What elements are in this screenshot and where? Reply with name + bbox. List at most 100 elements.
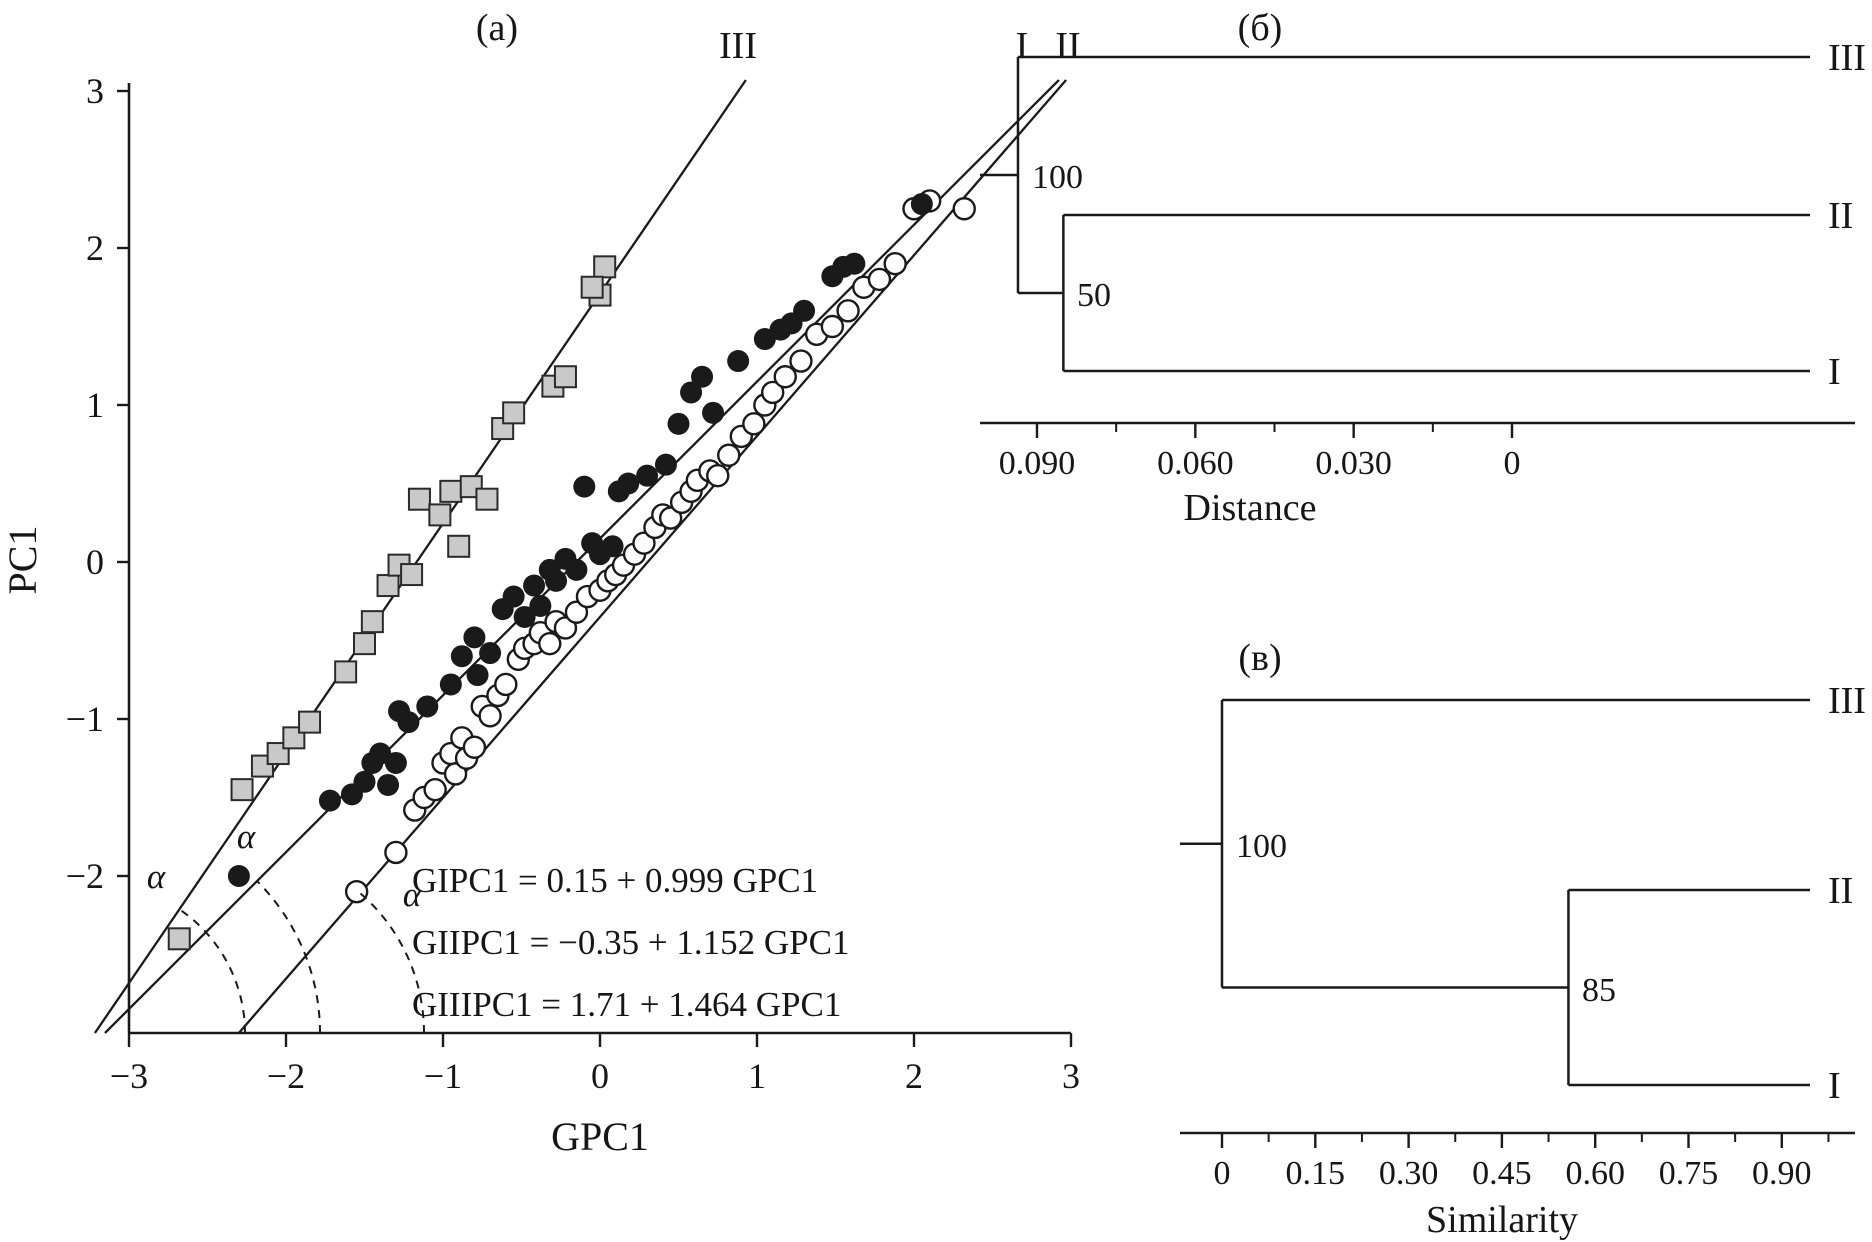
y-axis-tick-label: −1	[66, 699, 104, 739]
x-axis-tick-label: −2	[267, 1056, 305, 1096]
scatter-point-filled-circle	[702, 401, 725, 424]
scatter-point-filled-circle	[617, 472, 640, 495]
scatter-point-filled-circle	[416, 695, 439, 718]
scatter-point-open-circle	[836, 299, 860, 323]
panel-c-leaf-label-III: III	[1828, 680, 1866, 722]
scatter-point-filled-circle	[667, 412, 690, 435]
y-axis-tick-label: 1	[86, 385, 104, 425]
dendro-axis-tick-label: 0.75	[1659, 1155, 1719, 1192]
scatter-point-open-circle	[538, 631, 562, 656]
x-axis-tick-label: 3	[1062, 1056, 1080, 1096]
alpha-angle-label-1: α	[147, 857, 166, 896]
scatter-point-filled-circle	[450, 645, 473, 668]
scatter-point-filled-circle	[545, 569, 568, 592]
scatter-point-filled-circle	[680, 381, 703, 404]
equation-line-II: GIIPC1 = −0.35 + 1.152 GPC1	[412, 923, 849, 962]
line-label-I: I	[1016, 25, 1029, 67]
panel-c-node-label-85: 85	[1582, 972, 1616, 1009]
scatter-point-filled-circle	[654, 453, 677, 476]
scatter-point-open-circle	[952, 197, 976, 221]
dendro-axis-tick-label: 0.45	[1472, 1155, 1532, 1192]
scatter-point-open-circle	[789, 349, 813, 373]
panel-a-y-axis-label: PC1	[0, 526, 45, 595]
x-axis-tick-label: 1	[748, 1056, 766, 1096]
line-label-III: III	[719, 25, 757, 67]
scatter-point-filled-circle	[353, 770, 376, 793]
panel-c-leaf-label-I: I	[1828, 1065, 1841, 1107]
scatter-point-open-circle	[564, 600, 589, 624]
panel-b-node-label-100: 100	[1032, 159, 1083, 196]
angle-arc-line-III	[178, 908, 246, 1034]
scatter-point-filled-circle	[636, 464, 659, 487]
dendro-axis-tick-label: 0.30	[1379, 1155, 1439, 1192]
scatter-point-square	[502, 401, 526, 425]
panel-c-node-label-100: 100	[1236, 828, 1287, 865]
scatter-point-open-circle	[443, 762, 468, 786]
scatter-point-filled-circle	[565, 558, 588, 581]
scatter-point-square	[553, 365, 577, 389]
dendro-axis-tick-label: 0.15	[1286, 1155, 1346, 1192]
scatter-point-filled-circle	[529, 594, 552, 617]
scatter-point-square	[439, 479, 463, 503]
x-axis-tick-label: −3	[110, 1056, 148, 1096]
scatter-point-filled-circle	[910, 193, 933, 216]
panel-b-leaf-label-II: II	[1828, 195, 1853, 237]
scatter-point-filled-circle	[397, 711, 420, 734]
dendro-axis-tick-label: 0	[1214, 1155, 1231, 1192]
scatter-point-square	[447, 534, 471, 558]
scatter-point-square	[230, 778, 254, 802]
angle-arc-line-II	[359, 892, 425, 1034]
scatter-point-open-circle	[717, 443, 741, 467]
scatter-point-open-circle	[706, 463, 730, 488]
scatter-point-filled-circle	[523, 574, 546, 597]
scatter-point-filled-circle	[439, 673, 462, 696]
scatter-point-square	[593, 255, 617, 279]
scatter-point-open-circle	[761, 380, 785, 405]
regression-line-III	[93, 79, 747, 1034]
scatter-point-filled-circle	[377, 773, 400, 796]
scatter-point-square	[334, 660, 358, 684]
y-axis-tick-label: 3	[86, 71, 104, 111]
regression-line-I	[104, 79, 1060, 1034]
panel-b-axis-title: Distance	[1184, 487, 1317, 529]
x-axis-tick-label: 2	[905, 1056, 923, 1096]
dendro-axis-tick-label: 0.60	[1565, 1155, 1625, 1192]
scatter-point-filled-circle	[463, 626, 486, 649]
scatter-point-square	[298, 710, 322, 734]
generated-geometry: −3 −2 −1 0 1 2 3 3 2 1 0 −1 −2 0.090 0.060 0.030 0 0 0.15 0…	[66, 55, 1855, 1192]
scatter-point-filled-circle	[502, 585, 525, 608]
scatter-point-open-circle	[344, 880, 369, 904]
scatter-point-open-circle	[867, 267, 892, 292]
y-axis-tick-label: 2	[86, 228, 104, 268]
scatter-point-open-circle	[384, 840, 408, 865]
scatter-point-open-circle	[658, 506, 683, 530]
panel-c-title: (в)	[1238, 637, 1281, 679]
scatter-point-square	[353, 632, 376, 656]
equation-line-III: GIIIPC1 = 1.71 + 1.464 GPC1	[412, 985, 841, 1024]
x-axis-tick-label: −1	[424, 1056, 462, 1096]
dendro-axis-tick-label: 0	[1504, 445, 1521, 482]
y-axis-tick-label: −2	[66, 856, 104, 896]
dendro-axis-tick-label: 0.090	[999, 445, 1076, 482]
scatter-point-filled-circle	[843, 252, 866, 275]
y-axis-tick-label: 0	[86, 542, 104, 582]
scatter-point-open-circle	[820, 314, 845, 339]
scatter-point-open-circle	[632, 531, 656, 555]
dendro-axis-tick-label: 0.030	[1315, 445, 1392, 482]
dendro-axis-tick-label: 0.060	[1157, 445, 1234, 482]
scatter-point-open-circle	[478, 704, 502, 728]
scatter-point-square	[167, 927, 191, 951]
scatter-point-square	[428, 503, 452, 527]
scatter-point-open-circle	[773, 365, 797, 389]
scatter-point-square	[580, 275, 604, 299]
scatter-point-filled-circle	[384, 751, 407, 774]
scatter-point-filled-circle	[573, 475, 596, 498]
line-label-II: II	[1055, 25, 1080, 67]
scatter-point-square	[360, 610, 384, 634]
alpha-angle-label-3: α	[403, 875, 422, 914]
panel-b-leaf-label-III: III	[1828, 37, 1866, 79]
alpha-angle-label-2: α	[237, 817, 256, 856]
scatter-point-filled-circle	[466, 664, 489, 687]
